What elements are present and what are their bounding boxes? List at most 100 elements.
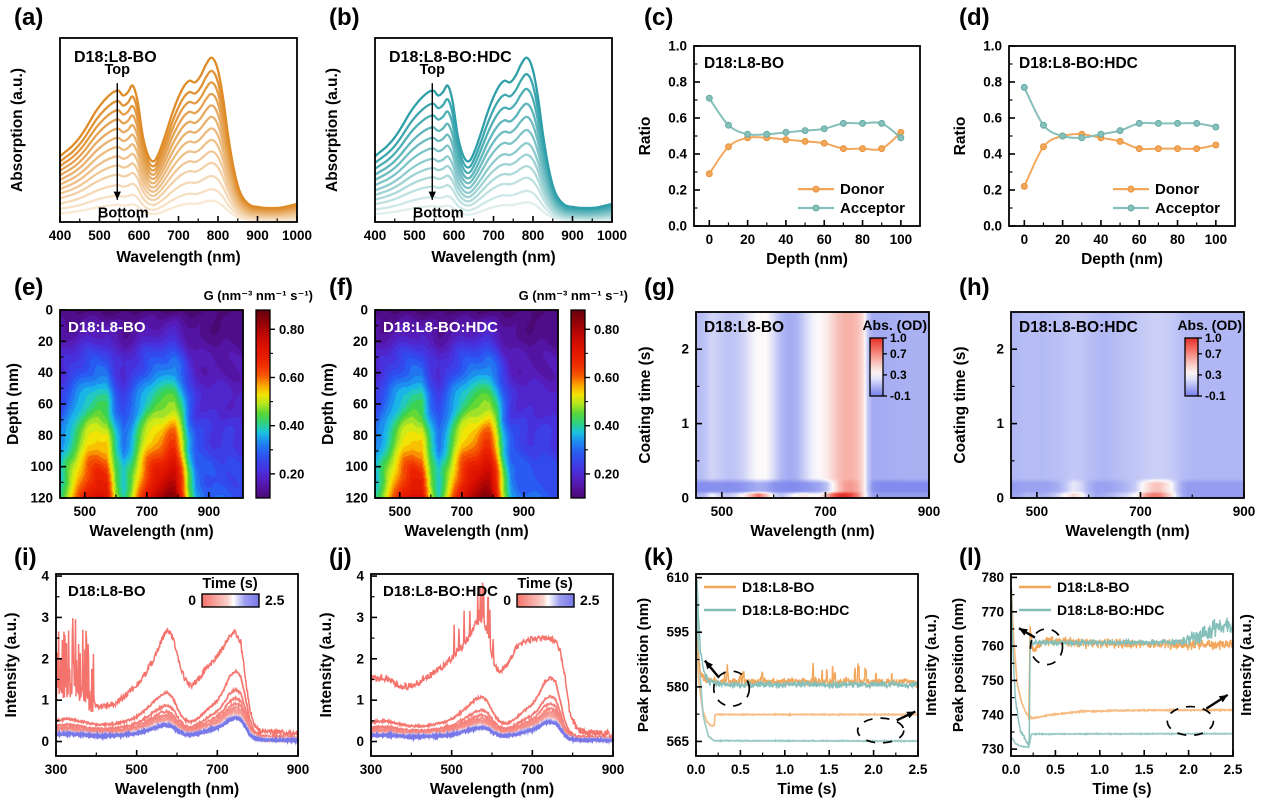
svg-text:900: 900 — [561, 228, 584, 243]
svg-text:Depth (nm): Depth (nm) — [320, 363, 337, 445]
svg-text:Absorption (a.u.): Absorption (a.u.) — [9, 68, 26, 192]
svg-text:4: 4 — [356, 569, 364, 584]
svg-text:Top: Top — [420, 62, 446, 78]
time-spectra-hdc: 300 500 700 900 0 1 2 3 4 Wavelength (nm) Intensit… — [315, 540, 630, 804]
svg-text:400: 400 — [364, 228, 387, 243]
svg-text:Peak position (nm): Peak position (nm) — [950, 598, 967, 732]
generation-heatmap-hdc: 500 700 900 0 20 40 60 80 100 120 Wavelength (nm) D… — [315, 270, 630, 540]
svg-text:800: 800 — [522, 228, 545, 243]
peak-kinetics-plot-2: 0.0 0.5 1.0 1.5 2.0 2.5 730 740 750 760 770 780 Time… — [945, 540, 1260, 804]
svg-text:80: 80 — [38, 428, 53, 443]
svg-text:Intensity (a.u.): Intensity (a.u.) — [3, 612, 20, 717]
svg-text:3: 3 — [41, 610, 49, 625]
svg-text:500: 500 — [125, 762, 148, 777]
svg-text:Wavelength (nm): Wavelength (nm) — [404, 523, 528, 540]
svg-text:D18:L8-BO:HDC: D18:L8-BO:HDC — [383, 583, 498, 600]
svg-text:1.0: 1.0 — [983, 39, 1002, 54]
svg-text:Donor: Donor — [1155, 181, 1199, 198]
svg-text:0.20: 0.20 — [279, 466, 304, 481]
peak-kinetics-plot-1: 0.0 0.5 1.0 1.5 2.0 2.5 565 580 595 610 Time (s) Pe… — [630, 540, 945, 804]
svg-text:500: 500 — [74, 504, 97, 519]
svg-text:1.5: 1.5 — [820, 762, 839, 777]
panel-d: (d) 0 20 40 60 80 100 0.0 0.2 0.4 0.6 0.8 1.0 Depth … — [945, 0, 1260, 270]
svg-text:Time (s): Time (s) — [202, 576, 258, 592]
svg-text:Top: Top — [105, 62, 131, 78]
svg-text:0.2: 0.2 — [983, 183, 1002, 198]
svg-text:0.20: 0.20 — [594, 466, 619, 481]
svg-text:Ratio: Ratio — [637, 117, 654, 156]
panel-c: (c) 0 20 40 60 80 100 0.0 0.2 0.4 0.6 0.8 1.0 Depth … — [630, 0, 945, 270]
svg-text:40: 40 — [38, 365, 53, 380]
svg-text:Wavelength (nm): Wavelength (nm) — [750, 523, 874, 540]
svg-text:D18:L8-BO: D18:L8-BO — [1057, 579, 1129, 595]
svg-text:730: 730 — [981, 742, 1004, 757]
svg-text:0: 0 — [360, 303, 368, 318]
svg-text:0.40: 0.40 — [594, 418, 619, 433]
svg-text:700: 700 — [482, 228, 505, 243]
svg-text:0: 0 — [996, 491, 1004, 506]
svg-text:Depth (nm): Depth (nm) — [1081, 251, 1163, 268]
svg-text:900: 900 — [246, 228, 269, 243]
panel-letter-h: (h) — [959, 274, 990, 301]
svg-text:400: 400 — [49, 228, 72, 243]
absorption-plot-hdc: 400 500 600 700 800 900 1000 Wavelength (nm) Abs… — [315, 0, 630, 270]
svg-text:D18:L8-BO:HDC: D18:L8-BO:HDC — [389, 49, 512, 66]
svg-text:Acceptor: Acceptor — [1155, 200, 1220, 217]
svg-text:700: 700 — [136, 504, 159, 519]
svg-text:1.0: 1.0 — [890, 331, 907, 345]
svg-text:100: 100 — [345, 459, 368, 474]
coating-heatmap-hdc: 500 700 900 0 1 2 Wavelength (nm) Coating time … — [945, 270, 1260, 540]
svg-text:0: 0 — [45, 303, 53, 318]
svg-text:0: 0 — [1021, 232, 1029, 247]
svg-text:0.3: 0.3 — [1205, 368, 1222, 382]
svg-text:500: 500 — [711, 504, 734, 519]
svg-text:2: 2 — [996, 342, 1004, 357]
svg-text:Time (s): Time (s) — [777, 781, 836, 798]
svg-text:700: 700 — [521, 762, 544, 777]
svg-text:600: 600 — [443, 228, 466, 243]
svg-text:120: 120 — [30, 491, 53, 506]
svg-text:Intensity (a.u.): Intensity (a.u.) — [318, 612, 335, 717]
svg-text:900: 900 — [602, 762, 625, 777]
svg-text:2.0: 2.0 — [1179, 762, 1198, 777]
svg-text:Wavelength (nm): Wavelength (nm) — [115, 781, 239, 798]
svg-text:0.80: 0.80 — [279, 322, 304, 337]
svg-text:Depth (nm): Depth (nm) — [766, 251, 848, 268]
svg-text:0.6: 0.6 — [668, 111, 687, 126]
svg-text:Coating time (s): Coating time (s) — [952, 346, 969, 463]
svg-text:565: 565 — [666, 734, 689, 749]
svg-text:0.0: 0.0 — [983, 219, 1002, 234]
svg-text:-0.1: -0.1 — [1205, 389, 1226, 403]
svg-text:D18:L8-BO: D18:L8-BO — [74, 49, 157, 66]
svg-text:D18:L8-BO:HDC: D18:L8-BO:HDC — [742, 602, 849, 618]
svg-text:500: 500 — [1026, 504, 1049, 519]
svg-text:800: 800 — [207, 228, 230, 243]
svg-text:760: 760 — [981, 639, 1004, 654]
svg-text:0: 0 — [503, 592, 511, 608]
svg-text:700: 700 — [814, 504, 837, 519]
svg-text:500: 500 — [440, 762, 463, 777]
svg-text:120: 120 — [345, 491, 368, 506]
svg-text:G (nm⁻³ nm⁻¹ s⁻¹): G (nm⁻³ nm⁻¹ s⁻¹) — [519, 288, 628, 303]
svg-text:Peak position (nm): Peak position (nm) — [635, 598, 652, 732]
svg-text:20: 20 — [353, 334, 368, 349]
panel-letter-a: (a) — [14, 4, 44, 31]
svg-text:Wavelength (nm): Wavelength (nm) — [430, 781, 554, 798]
svg-text:2.5: 2.5 — [580, 592, 600, 608]
svg-text:0.0: 0.0 — [668, 219, 687, 234]
svg-text:40: 40 — [778, 232, 793, 247]
svg-text:Time (s): Time (s) — [1092, 781, 1151, 798]
svg-text:40: 40 — [353, 365, 368, 380]
svg-text:D18:L8-BO: D18:L8-BO — [742, 579, 814, 595]
panel-l: (l) 0.0 0.5 1.0 1.5 2.0 2.5 730 740 750 760 770 780… — [945, 540, 1260, 804]
svg-text:0.60: 0.60 — [279, 370, 304, 385]
svg-text:580: 580 — [666, 679, 689, 694]
svg-text:D18:L8-BO: D18:L8-BO — [704, 55, 784, 72]
svg-text:Depth (nm): Depth (nm) — [5, 363, 22, 445]
svg-text:1000: 1000 — [597, 228, 627, 243]
svg-text:60: 60 — [817, 232, 832, 247]
svg-text:0.7: 0.7 — [890, 347, 907, 361]
svg-text:1: 1 — [356, 693, 364, 708]
svg-text:2.5: 2.5 — [1224, 762, 1243, 777]
coating-heatmap-d18-l8bo: 500 700 900 0 1 2 Wavelength (nm) Coating time … — [630, 270, 945, 540]
